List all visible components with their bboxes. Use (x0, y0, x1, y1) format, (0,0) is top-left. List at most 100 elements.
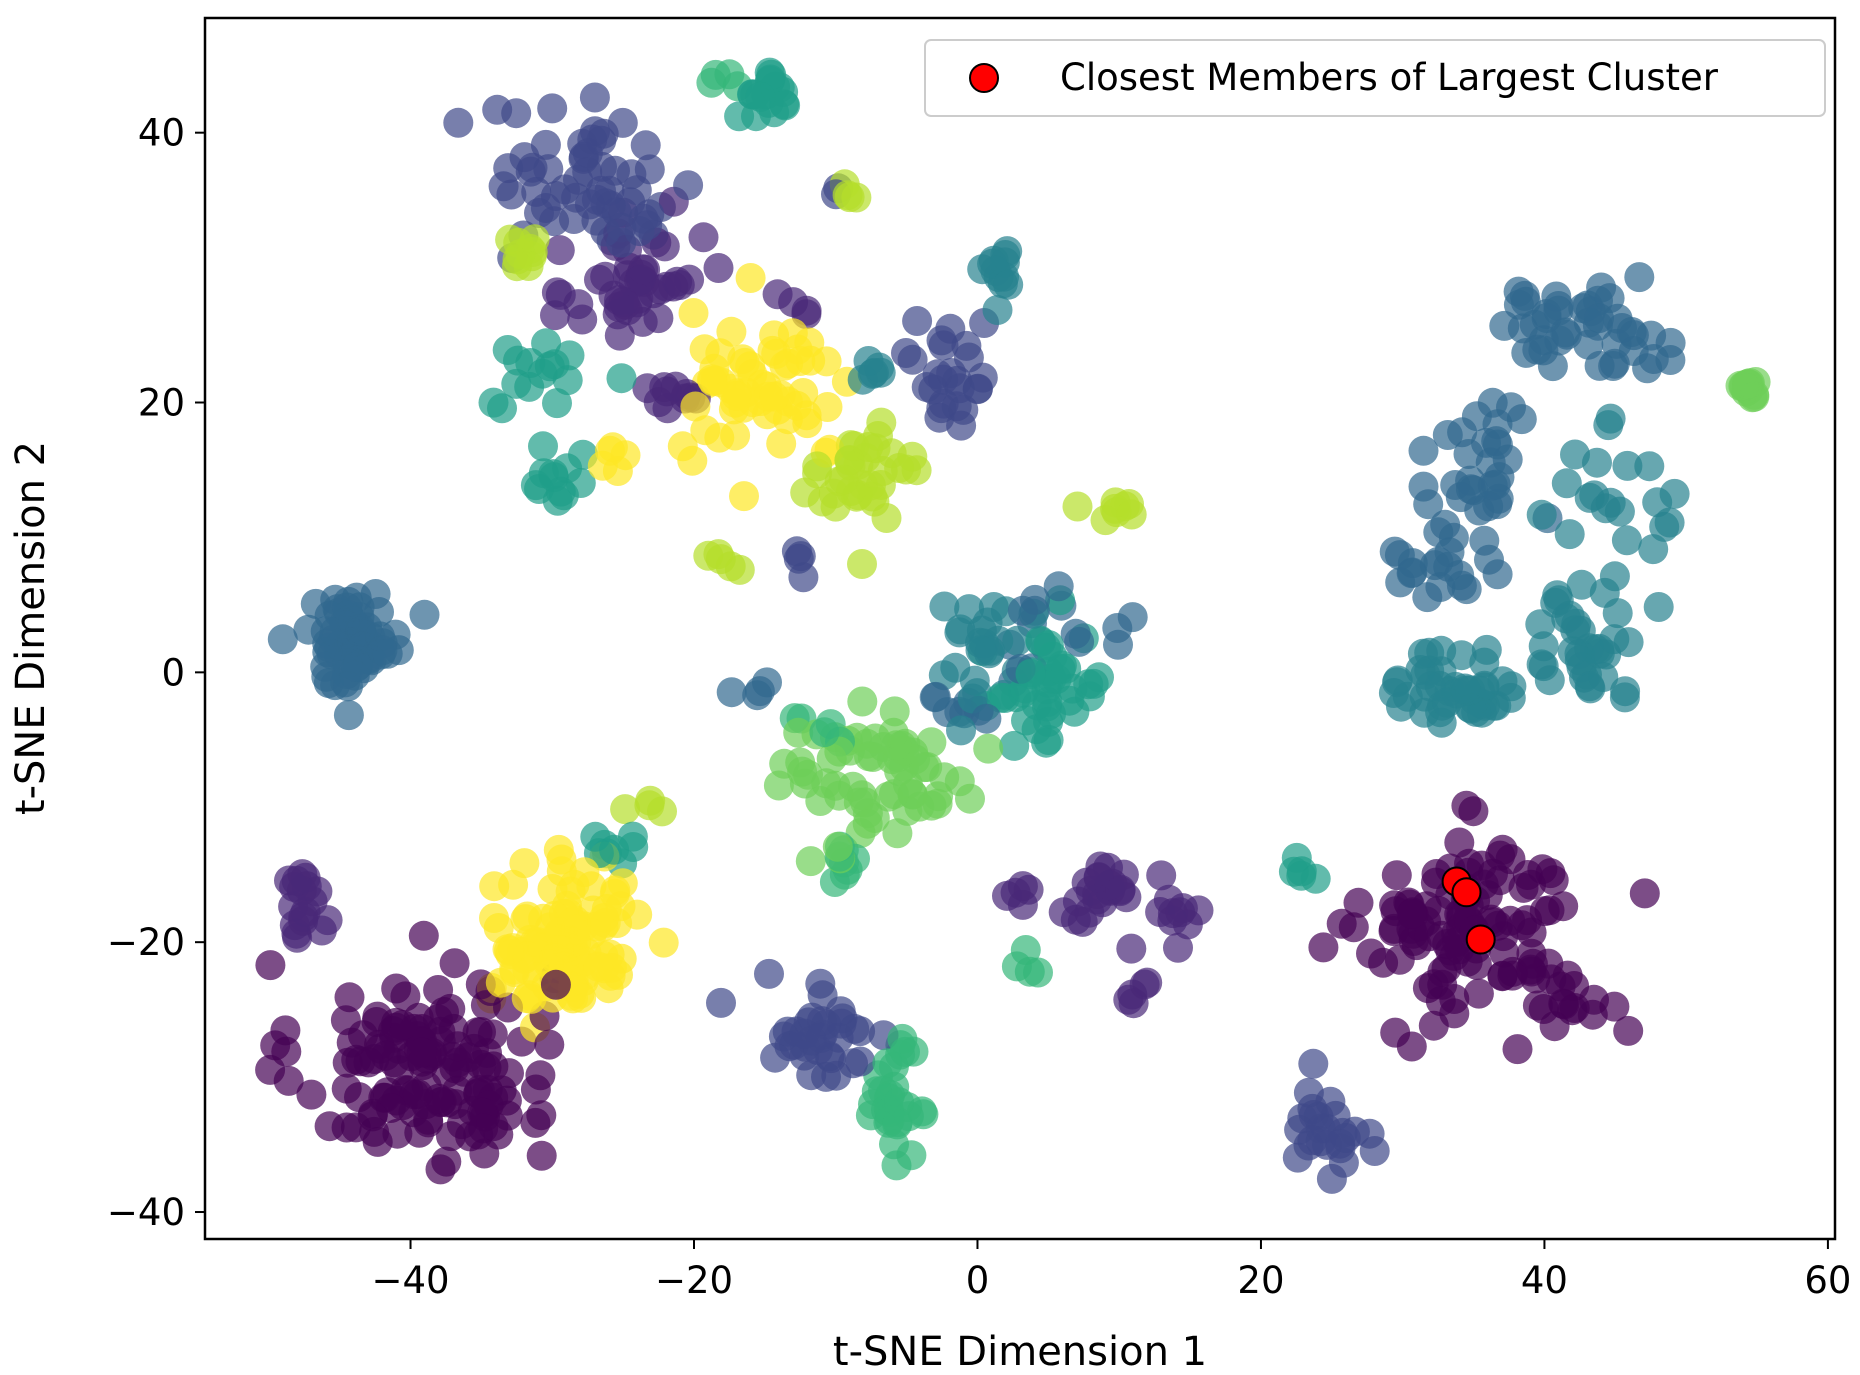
data-point (1538, 865, 1569, 896)
data-point (944, 766, 975, 797)
data-point (1007, 595, 1038, 626)
data-point (537, 93, 568, 124)
data-point (1113, 984, 1144, 1015)
data-point (1487, 961, 1518, 992)
data-point (496, 179, 527, 210)
data-point (821, 1060, 852, 1091)
x-tick-label: 0 (966, 1259, 990, 1302)
data-point (928, 364, 959, 395)
data-point (479, 903, 509, 933)
data-point (839, 1013, 870, 1044)
data-point (847, 549, 877, 579)
data-point (1534, 895, 1565, 926)
data-point (546, 844, 577, 875)
data-point (1455, 675, 1486, 706)
data-point (721, 380, 752, 411)
data-point (367, 635, 398, 666)
data-point (1560, 439, 1590, 470)
data-point (542, 388, 572, 419)
data-point (1380, 1017, 1411, 1048)
data-point (1116, 933, 1147, 964)
data-point (805, 968, 836, 999)
data-point (534, 912, 565, 943)
data-point (1407, 638, 1438, 669)
plot-frame (203, 16, 1837, 1241)
data-point (795, 846, 826, 877)
data-point (971, 703, 1002, 734)
data-point (543, 935, 574, 965)
y-axis-label: t-SNE Dimension 2 (8, 441, 54, 815)
data-point (1461, 949, 1492, 980)
data-point (697, 364, 727, 395)
data-point (916, 790, 947, 821)
data-point (520, 1074, 551, 1105)
data-point (514, 371, 545, 402)
data-point (993, 269, 1024, 300)
data-point (1588, 662, 1619, 692)
data-point (566, 982, 597, 1013)
data-point (429, 997, 459, 1027)
legend-marker (969, 63, 999, 93)
data-point (667, 431, 698, 462)
data-point (1116, 499, 1147, 530)
data-point (729, 481, 759, 512)
data-point (919, 682, 950, 713)
data-point (809, 717, 840, 748)
data-point (1589, 577, 1620, 608)
data-point (1516, 917, 1547, 948)
data-point (302, 876, 333, 907)
data-point (333, 700, 364, 731)
data-point (673, 170, 704, 201)
data-point (604, 320, 635, 351)
data-point (1611, 525, 1642, 556)
data-point (1612, 450, 1643, 481)
scatter-points (255, 57, 1771, 1194)
data-point (763, 770, 794, 801)
data-point (1522, 990, 1553, 1021)
y-tick-label: 0 (161, 651, 185, 694)
data-point (720, 420, 751, 451)
x-tick-label: −20 (655, 1259, 733, 1302)
data-point (754, 958, 784, 989)
data-point (634, 199, 665, 230)
highlight-point (1465, 924, 1496, 955)
data-point (909, 752, 940, 783)
data-point (1464, 495, 1495, 526)
data-point (884, 1087, 915, 1118)
data-point (735, 263, 766, 293)
data-point (1430, 509, 1461, 540)
data-point (503, 345, 533, 376)
data-point (296, 1079, 327, 1110)
x-tick-label: 20 (1237, 1259, 1284, 1302)
data-point (690, 415, 721, 446)
data-point (1163, 932, 1193, 963)
data-point (1502, 1034, 1533, 1065)
data-point (986, 682, 1016, 713)
data-point (1526, 499, 1557, 530)
data-point (1604, 496, 1635, 527)
data-point (625, 264, 656, 295)
data-point (822, 831, 853, 862)
data-point (1354, 1118, 1385, 1149)
data-point (439, 948, 470, 979)
data-point (1060, 904, 1091, 935)
y-tick-label: 40 (138, 112, 185, 155)
data-point (850, 787, 881, 818)
data-point (902, 306, 933, 336)
y-tick-label: 20 (138, 382, 185, 425)
data-point (567, 128, 598, 159)
data-point (610, 440, 641, 471)
data-point (479, 871, 510, 902)
data-point (703, 253, 734, 283)
data-point (948, 394, 979, 425)
data-point (973, 733, 1004, 764)
data-point (574, 189, 605, 220)
data-point (759, 381, 790, 412)
data-point (1649, 511, 1680, 542)
data-point (579, 82, 610, 113)
data-point (678, 298, 709, 328)
data-point (1432, 929, 1463, 959)
data-point (1561, 608, 1592, 639)
data-point (1408, 435, 1439, 466)
